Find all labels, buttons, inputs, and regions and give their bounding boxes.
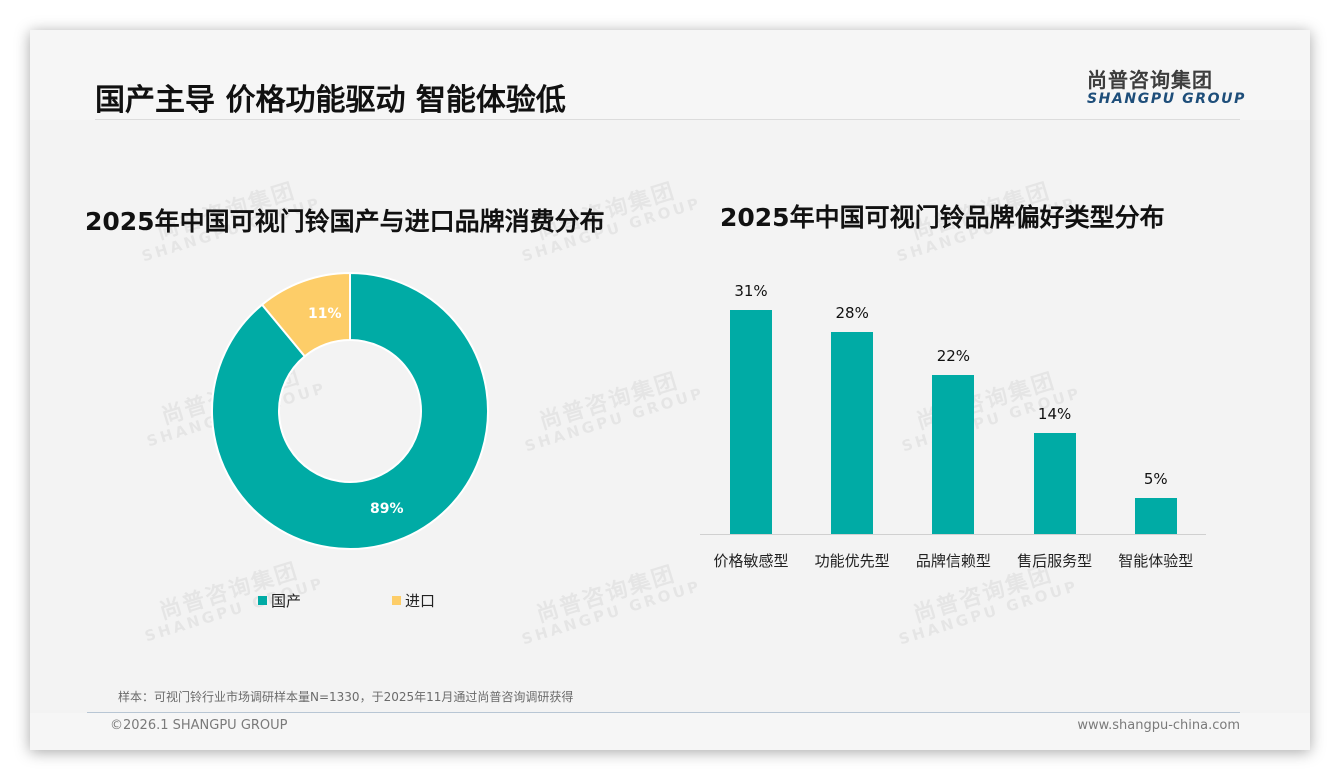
bar-2: [831, 331, 874, 534]
page-title: 国产主导 价格功能驱动 智能体验低: [95, 83, 566, 118]
donut-chart-svg: [211, 271, 489, 550]
bar-category-label: 品牌信赖型: [915, 552, 991, 570]
company-logo: 尚普咨询集团 SHANGPU GROUP: [1087, 64, 1246, 107]
bar-value-label: 31%: [734, 282, 768, 300]
title-divider: [95, 119, 1240, 120]
bar-1: [730, 310, 772, 534]
legend-label: 国产: [271, 592, 302, 610]
legend-label: 进口: [405, 592, 436, 610]
footer-band: [30, 713, 1310, 750]
legend-item-import: 进口: [392, 590, 435, 611]
footer-divider: [87, 712, 1240, 713]
donut-label-domestic: 89%: [370, 501, 404, 517]
bar-category-label: 功能优先型: [814, 552, 890, 570]
sample-note: 样本：可视门铃行业市场调研样本量N=1330，于2025年11月通过尚普咨询调研…: [118, 690, 574, 704]
bar-value-label: 22%: [936, 347, 971, 366]
donut-chart-title: 2025年中国可视门铃国产与进口品牌消费分布: [85, 207, 605, 236]
copyright-text: ©2026.1 SHANGPU GROUP: [110, 718, 288, 733]
logo-text-en: SHANGPU GROUP: [1087, 91, 1246, 107]
bar-4: [1033, 432, 1076, 534]
bar-value-label: 5%: [1143, 469, 1168, 488]
bar-category-label: 售后服务型: [1017, 552, 1093, 570]
bar-category-label: 价格敏感型: [713, 552, 789, 570]
donut-label-import: 11%: [308, 306, 342, 322]
bar-category-label: 智能体验型: [1118, 552, 1194, 570]
bar-chart-title: 2025年中国可视门铃品牌偏好类型分布: [720, 203, 1165, 232]
donut-slice-import: [260, 271, 351, 358]
website-link[interactable]: www.shangpu-china.com: [1077, 718, 1240, 733]
bar-3: [932, 375, 975, 534]
bar-value-label: 14%: [1037, 404, 1072, 423]
logo-text-cn: 尚普咨询集团: [1087, 68, 1213, 92]
slide: 尚普咨询集团 SHANGPU GROUP 尚普咨询集团 SHANGPU GROUP …: [30, 30, 1310, 750]
bar-chart: 31% 价格敏感型 28% 功能优先型 22% 品牌信赖型 14% 售后服务型 5% 智能体验型: [700, 270, 1206, 575]
bar-value-label: 28%: [835, 303, 869, 322]
legend-swatch-yellow: [392, 596, 401, 605]
x-axis-line: [700, 534, 1206, 535]
bar-5: [1134, 497, 1177, 534]
header-band: [30, 30, 1310, 120]
legend-swatch-teal: [258, 596, 267, 605]
legend-item-domestic: 国产: [258, 590, 301, 611]
donut-slice-domestic: [211, 271, 489, 550]
donut-chart: 11% 89%: [210, 271, 490, 551]
